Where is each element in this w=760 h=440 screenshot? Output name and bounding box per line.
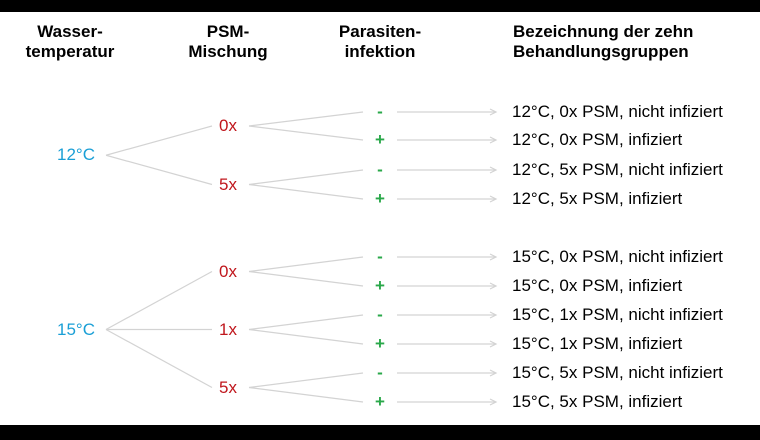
group-label: 15°C, 0x PSM, nicht infiziert — [512, 247, 723, 266]
group-label: 12°C, 0x PSM, nicht infiziert — [512, 102, 723, 121]
header-temperature-line-2: temperatur — [25, 41, 115, 61]
header-psm-line-1: PSM- — [206, 22, 250, 41]
infection-node: + — [375, 334, 385, 353]
infection-to-group-arrow-arrowhead — [489, 340, 498, 348]
header-psm: PSM- Mischung — [188, 22, 267, 61]
psm-to-infection-line — [248, 270, 364, 287]
temperature-to-psm-line — [105, 328, 213, 389]
header-infection-line-1: Parasiten- — [338, 22, 422, 41]
header-temperature: Wasser- temperatur — [26, 22, 115, 61]
temperature-node: 12°C — [57, 145, 95, 165]
psm-to-infection-line — [248, 256, 364, 273]
group-label: 15°C, 1x PSM, infiziert — [512, 334, 683, 353]
infection-node: + — [375, 276, 385, 295]
psm-to-infection-line — [248, 328, 364, 345]
group-label: 15°C, 1x PSM, nicht infiziert — [512, 305, 723, 324]
temperature-to-psm-line — [105, 154, 213, 186]
header-groups-line-1: Bezeichnung der zehn — [513, 22, 694, 41]
header-infection: Parasiten- infektion — [339, 22, 421, 61]
psm-to-infection-line — [248, 125, 364, 141]
infection-to-group-arrow-arrowhead — [489, 166, 498, 174]
infection-node: + — [375, 130, 385, 149]
header-groups-line-2: Behandlungsgruppen — [513, 41, 689, 61]
psm-to-infection-line — [248, 314, 364, 331]
tree-connector-lines — [105, 108, 498, 406]
diagram-canvas: Wasser- temperatur PSM- Mischung Parasit… — [0, 12, 760, 425]
psm-node: 5x — [219, 377, 237, 397]
infection-node: - — [377, 247, 383, 266]
group-label: 12°C, 5x PSM, nicht infiziert — [512, 160, 723, 179]
group-label: 12°C, 0x PSM, infiziert — [512, 130, 683, 149]
header-groups: Bezeichnung der zehn Behandlungsgruppen — [513, 22, 693, 61]
infection-to-group-arrow-arrowhead — [489, 136, 498, 144]
psm-to-infection-line — [248, 183, 364, 200]
infection-node: + — [375, 392, 385, 411]
temperature-to-psm-line — [105, 270, 213, 331]
temperature-to-psm-line — [105, 125, 213, 156]
infection-node: - — [377, 363, 383, 382]
psm-node: 1x — [219, 319, 237, 339]
infection-to-group-arrow-arrowhead — [489, 195, 498, 203]
header-psm-line-2: Mischung — [188, 41, 268, 61]
infection-node: - — [377, 305, 383, 324]
group-label: 15°C, 5x PSM, infiziert — [512, 392, 683, 411]
psm-to-infection-line — [248, 372, 364, 389]
infection-to-group-arrow-arrowhead — [489, 253, 498, 261]
group-label: 15°C, 5x PSM, nicht infiziert — [512, 363, 723, 382]
infection-to-group-arrow-arrowhead — [489, 282, 498, 290]
infection-to-group-arrow-arrowhead — [489, 108, 498, 116]
header-temperature-line-1: Wasser- — [37, 22, 103, 41]
infection-node: - — [377, 102, 383, 121]
psm-node: 0x — [219, 116, 237, 135]
psm-node: 0x — [219, 261, 237, 281]
group-label: 12°C, 5x PSM, infiziert — [512, 189, 683, 208]
header-infection-line-2: infektion — [344, 41, 416, 61]
infection-to-group-arrow-arrowhead — [489, 311, 498, 319]
psm-to-infection-line — [248, 169, 364, 186]
infection-node: + — [375, 189, 385, 208]
psm-node: 5x — [219, 174, 237, 194]
group-label: 15°C, 0x PSM, infiziert — [512, 276, 683, 295]
infection-to-group-arrow-arrowhead — [489, 398, 498, 406]
psm-to-infection-line — [248, 386, 364, 403]
infection-to-group-arrow-arrowhead — [489, 369, 498, 377]
temperature-node: 15°C — [57, 319, 95, 339]
psm-to-infection-line — [248, 111, 364, 127]
infection-node: - — [377, 160, 383, 179]
